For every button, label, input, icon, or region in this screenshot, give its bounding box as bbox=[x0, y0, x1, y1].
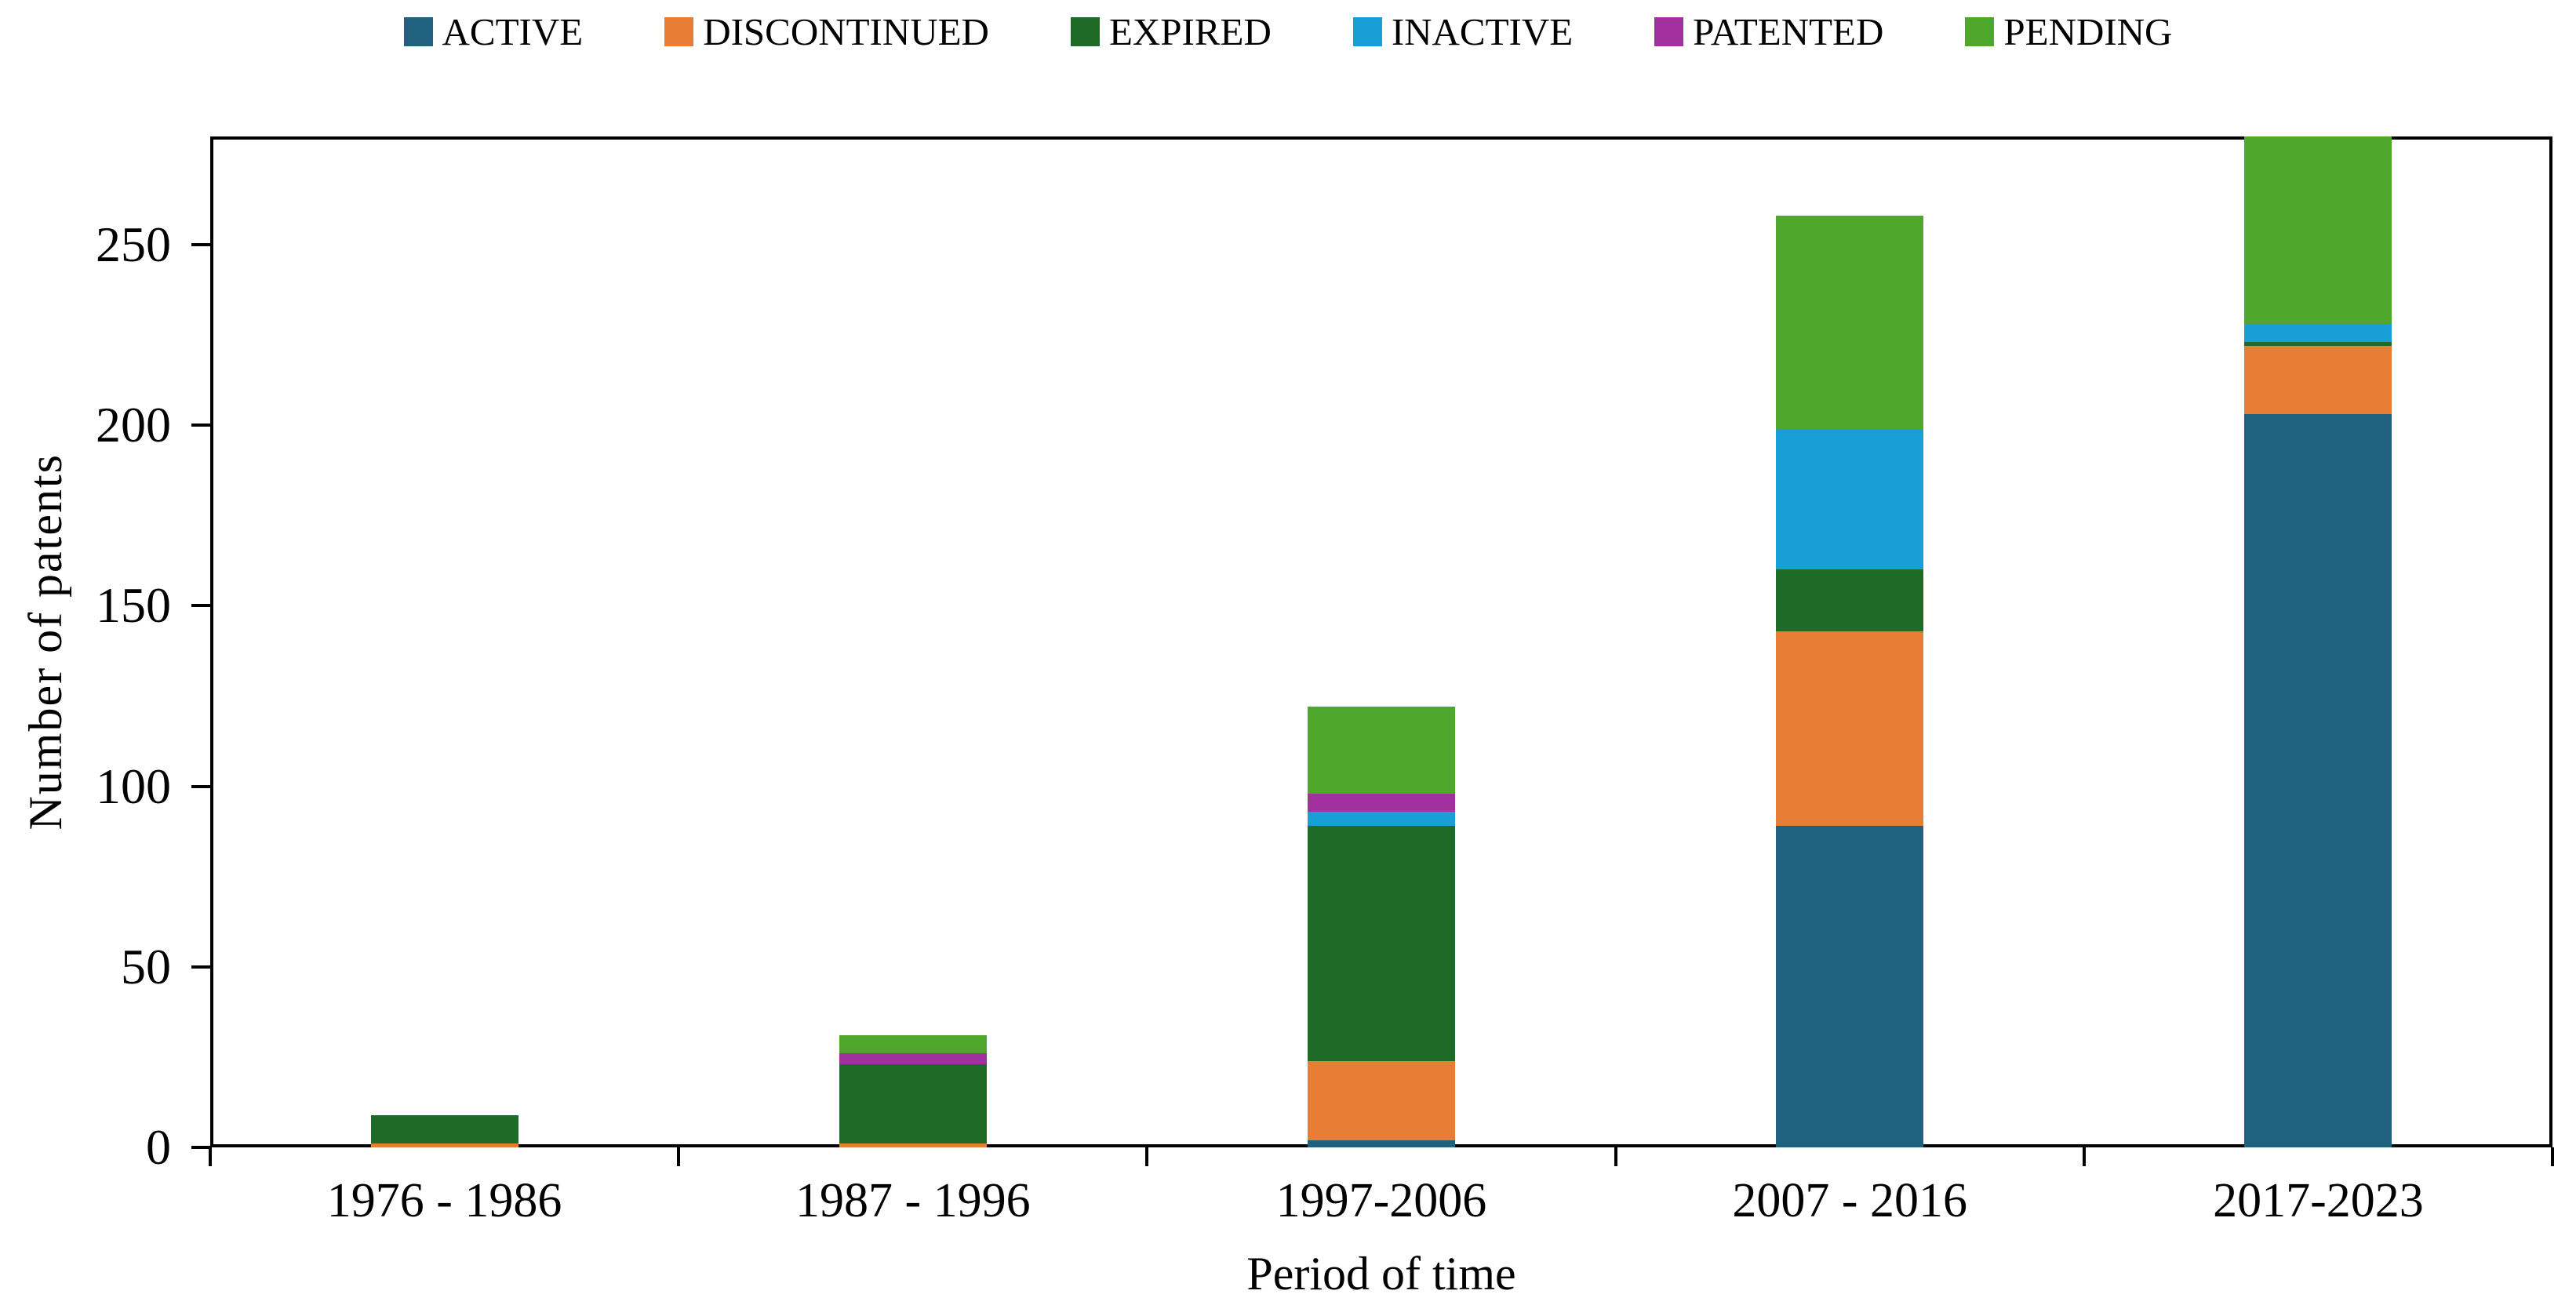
bar-segment-active bbox=[2244, 414, 2392, 1147]
legend-swatch-icon bbox=[664, 17, 694, 46]
bar-segment-pending bbox=[1776, 216, 1924, 429]
legend-item-active: ACTIVE bbox=[403, 10, 584, 53]
x-axis-category-label: 1976 - 1986 bbox=[326, 1174, 562, 1227]
x-axis-category-label: 1997-2006 bbox=[1275, 1174, 1487, 1227]
y-axis-tick bbox=[191, 604, 210, 608]
x-axis-tick bbox=[1145, 1147, 1149, 1166]
bar-segment-active bbox=[1776, 826, 1924, 1147]
bar-segment-inactive bbox=[1308, 811, 1455, 827]
bar-segment-inactive bbox=[1776, 428, 1924, 570]
x-axis-tick bbox=[209, 1147, 212, 1166]
y-axis-tick-label: 150 bbox=[96, 577, 171, 634]
y-axis-tick bbox=[191, 424, 210, 427]
legend-label: EXPIRED bbox=[1108, 10, 1272, 53]
y-axis-tick bbox=[191, 1146, 210, 1149]
bar-segment-patented bbox=[839, 1053, 987, 1065]
y-axis-tick bbox=[191, 784, 210, 788]
legend-swatch-icon bbox=[1352, 17, 1382, 46]
legend-item-expired: EXPIRED bbox=[1070, 10, 1272, 53]
x-axis-tick bbox=[677, 1147, 681, 1166]
bar-segment-discontinued bbox=[370, 1143, 518, 1147]
x-axis-title: Period of time bbox=[1246, 1248, 1516, 1300]
x-axis-tick bbox=[2551, 1147, 2554, 1166]
x-axis-tick bbox=[1614, 1147, 1617, 1166]
legend-label: INACTIVE bbox=[1391, 10, 1574, 53]
bar-segment-expired bbox=[2244, 342, 2392, 346]
legend-swatch-icon bbox=[1654, 17, 1684, 46]
bar-segment-pending bbox=[2244, 136, 2392, 325]
x-axis-category-label: 2007 - 2016 bbox=[1732, 1174, 1968, 1227]
bar-segment-expired bbox=[370, 1114, 518, 1144]
legend-item-discontinued: DISCONTINUED bbox=[664, 13, 989, 51]
legend-item-patented: PATENTED bbox=[1654, 13, 1883, 51]
legend-swatch-icon bbox=[403, 17, 433, 46]
y-axis-title: Number of patents bbox=[14, 136, 77, 1147]
bar-segment-discontinued bbox=[1308, 1060, 1455, 1140]
x-axis-tick bbox=[2082, 1147, 2086, 1166]
legend-item-pending: PENDING bbox=[1965, 13, 2172, 51]
y-axis-tick bbox=[191, 243, 210, 247]
bar-segment-active bbox=[1308, 1140, 1455, 1147]
legend-swatch-icon bbox=[1070, 17, 1100, 46]
bar-segment-discontinued bbox=[2244, 346, 2392, 415]
legend-item-inactive: INACTIVE bbox=[1352, 10, 1574, 53]
legend-swatch-icon bbox=[1965, 17, 1995, 46]
x-axis-category-label: 2017-2023 bbox=[2213, 1174, 2424, 1227]
x-axis-category-label: 1987 - 1996 bbox=[795, 1174, 1031, 1227]
bar-segment-discontinued bbox=[839, 1143, 987, 1147]
bar-segment-pending bbox=[839, 1035, 987, 1054]
legend: ACTIVE DISCONTINUED EXPIRED INACTIVE PATENTE… bbox=[0, 13, 2576, 51]
bar-segment-patented bbox=[1308, 793, 1455, 812]
y-axis-tick-label: 200 bbox=[96, 397, 171, 453]
y-axis-tick-label: 0 bbox=[146, 1119, 171, 1175]
legend-label: PENDING bbox=[2003, 10, 2173, 53]
y-axis-tick-label: 250 bbox=[96, 216, 171, 273]
bar-segment-expired bbox=[1308, 826, 1455, 1061]
bar-segment-expired bbox=[839, 1064, 987, 1144]
y-axis-tick bbox=[191, 965, 210, 969]
y-axis-tick-label: 100 bbox=[96, 758, 171, 814]
bar-segment-pending bbox=[1308, 707, 1455, 794]
bar-segment-inactive bbox=[2244, 324, 2392, 343]
legend-label: PATENTED bbox=[1693, 10, 1884, 53]
legend-label: ACTIVE bbox=[442, 10, 584, 53]
y-axis-tick-label: 50 bbox=[121, 938, 171, 994]
bar-segment-discontinued bbox=[1776, 631, 1924, 827]
bar-segment-expired bbox=[1776, 569, 1924, 631]
legend-label: DISCONTINUED bbox=[703, 10, 989, 53]
